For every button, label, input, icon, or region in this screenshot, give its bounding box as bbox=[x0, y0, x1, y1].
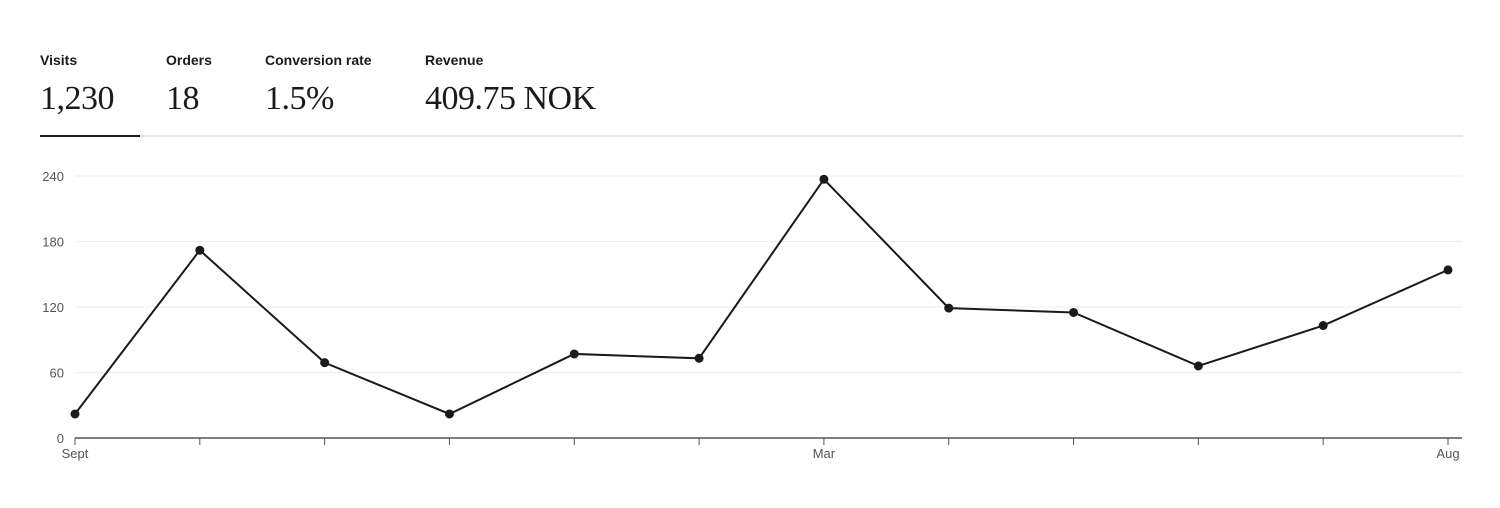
tab-label: Conversion rate bbox=[265, 52, 372, 68]
tab-orders[interactable]: Orders 18 bbox=[166, 52, 212, 118]
tab-value: 409.75 NOK bbox=[425, 80, 596, 117]
x-tick-label: Sept bbox=[62, 446, 89, 461]
tab-revenue[interactable]: Revenue 409.75 NOK bbox=[425, 52, 596, 118]
y-tick-label: 240 bbox=[42, 169, 64, 184]
data-point bbox=[1193, 361, 1203, 371]
data-point bbox=[320, 358, 330, 368]
data-point bbox=[1443, 265, 1453, 275]
tab-value: 18 bbox=[166, 80, 199, 117]
data-point bbox=[819, 174, 829, 184]
tab-label: Visits bbox=[40, 52, 78, 68]
data-point bbox=[569, 349, 579, 359]
tab-label: Revenue bbox=[425, 52, 484, 68]
tab-label: Orders bbox=[166, 52, 212, 68]
data-point bbox=[444, 409, 454, 419]
tab-value: 1,230 bbox=[40, 80, 115, 117]
data-point bbox=[70, 409, 80, 419]
y-tick-label: 120 bbox=[42, 300, 64, 315]
tab-value: 1.5% bbox=[265, 80, 334, 117]
active-tab-indicator bbox=[40, 135, 140, 137]
series-line bbox=[74, 177, 1449, 416]
y-tick-label: 180 bbox=[42, 235, 64, 250]
y-tick-label: 0 bbox=[57, 431, 64, 446]
data-point bbox=[944, 303, 954, 313]
data-point bbox=[694, 353, 704, 363]
tab-visits[interactable]: Visits 1,230 bbox=[40, 52, 115, 118]
y-tick-label: 60 bbox=[50, 366, 64, 381]
x-tick-label: Mar bbox=[813, 446, 836, 461]
data-point bbox=[1069, 307, 1079, 317]
data-point bbox=[195, 245, 205, 255]
data-point bbox=[1318, 321, 1328, 331]
tab-conversion-rate[interactable]: Conversion rate 1.5% bbox=[265, 52, 372, 118]
x-tick-label: Aug bbox=[1436, 446, 1459, 461]
metric-tabs: Visits 1,230 Orders 18 Conversion rate 1… bbox=[40, 52, 1463, 137]
